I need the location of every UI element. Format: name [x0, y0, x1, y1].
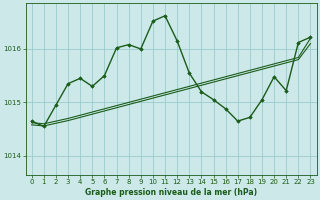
X-axis label: Graphe pression niveau de la mer (hPa): Graphe pression niveau de la mer (hPa): [85, 188, 257, 197]
